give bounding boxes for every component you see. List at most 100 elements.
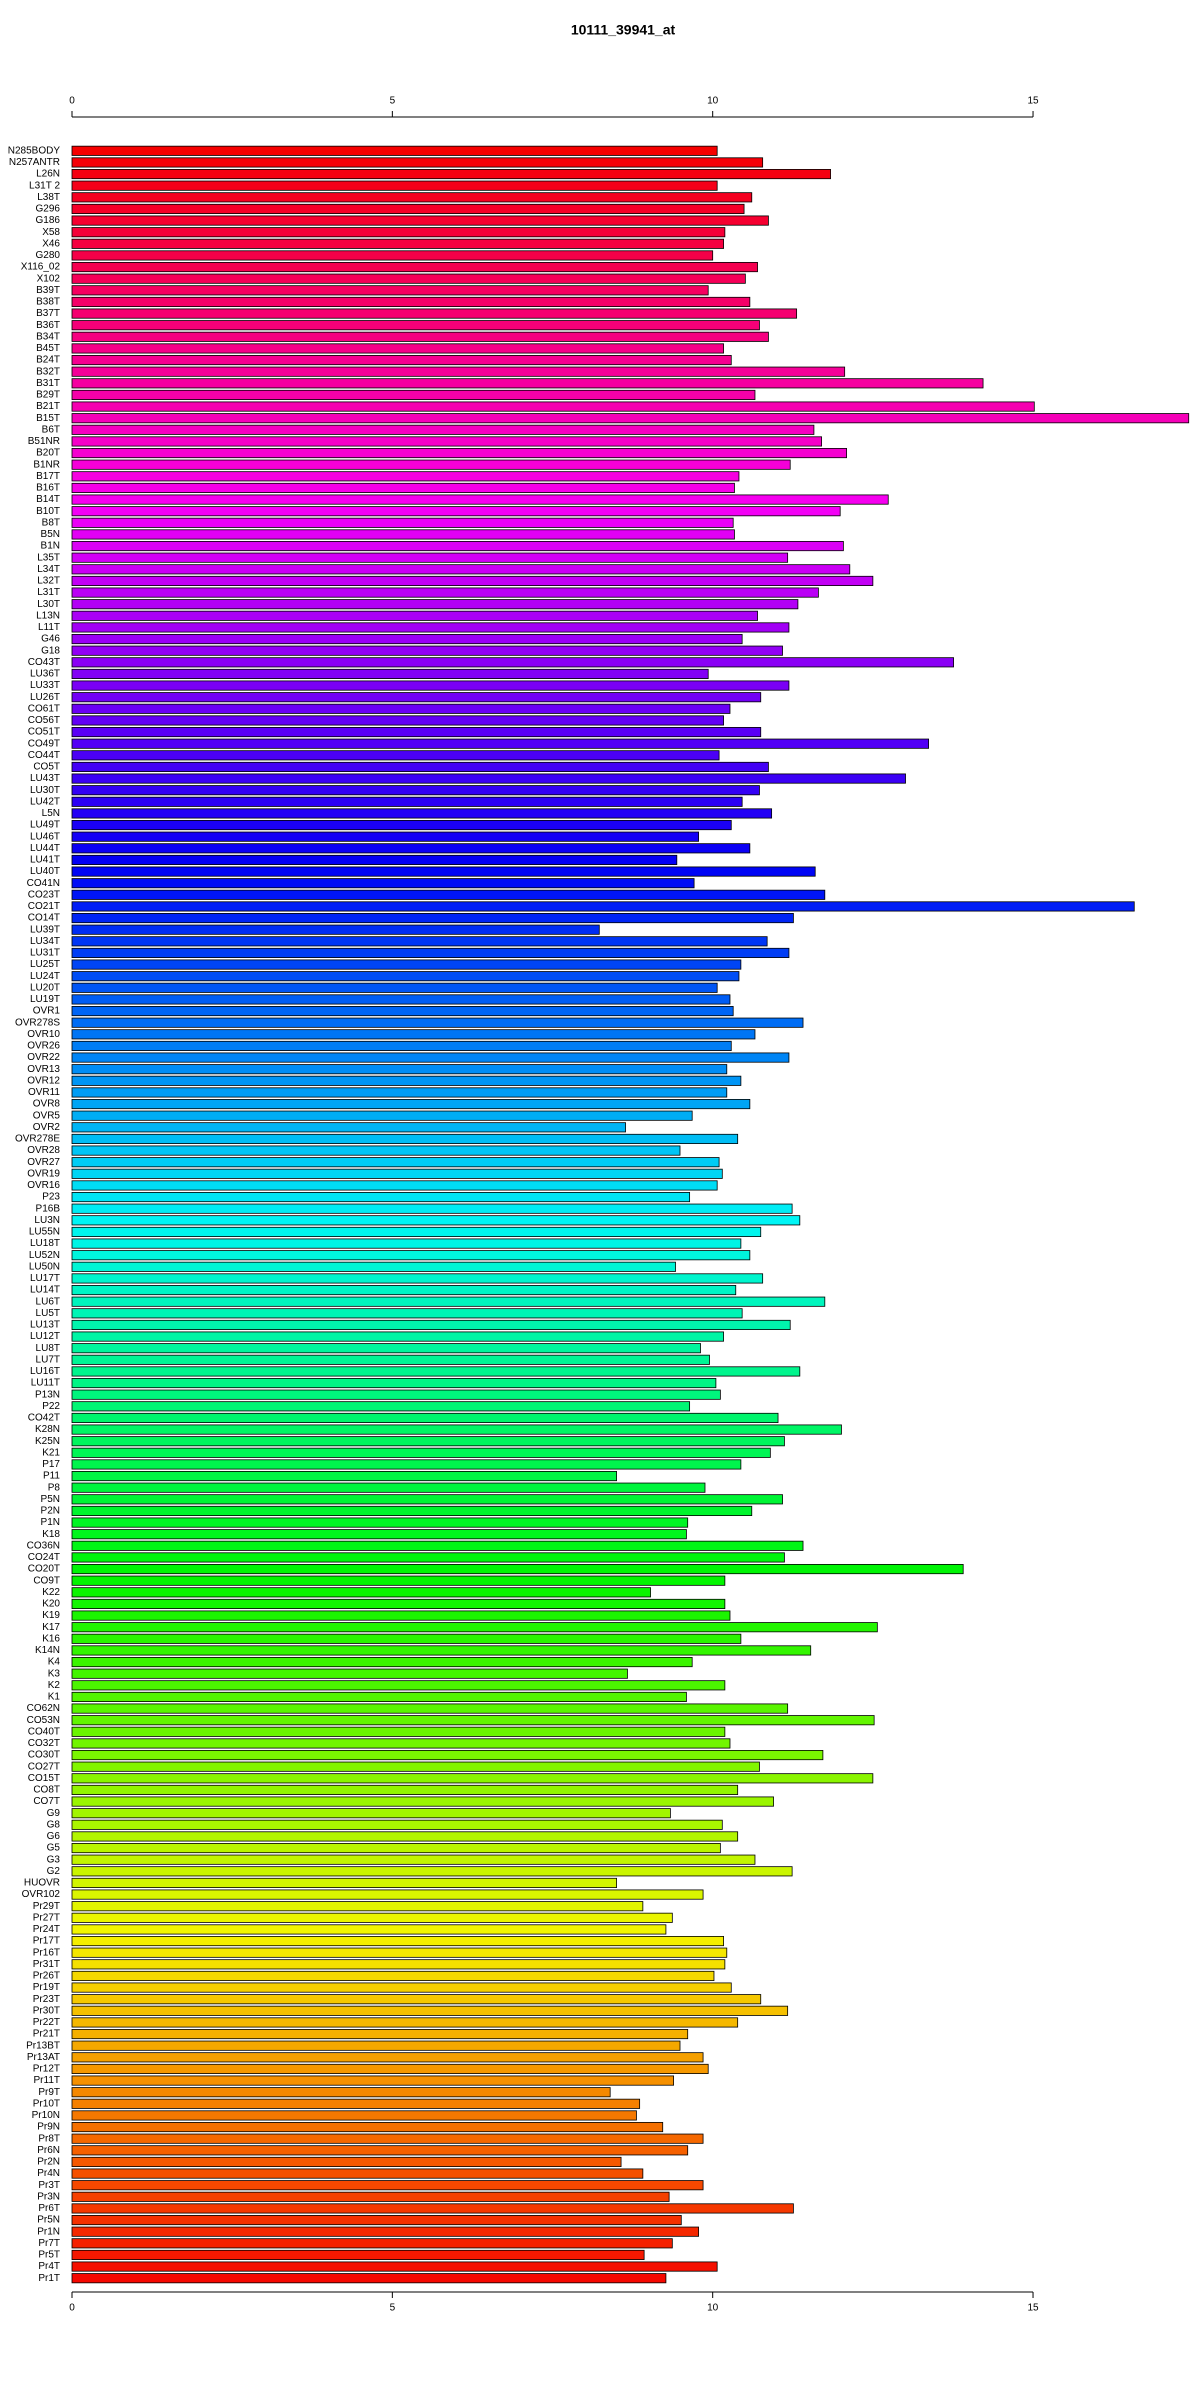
x-tick-label: 15: [1027, 2303, 1039, 2314]
bar: [71, 1459, 742, 1470]
y-tick-label: LU12T: [30, 1331, 60, 1342]
y-tick-label: CO20T: [28, 1564, 60, 1575]
y-tick-label: CO30T: [28, 1750, 60, 1761]
y-tick-label: B10T: [36, 506, 60, 517]
y-tick-label: P17: [42, 1459, 60, 1470]
bar: [71, 796, 743, 807]
y-tick-label: Pr13BT: [26, 2040, 60, 2051]
y-tick-label: LU31T: [30, 948, 60, 959]
bar: [71, 843, 751, 854]
y-tick-label: Pr27T: [33, 1912, 60, 1923]
bar: [71, 1761, 760, 1772]
y-tick-label: LU43T: [30, 773, 60, 784]
y-tick-label: G296: [36, 204, 61, 215]
y-tick-label: LU33T: [30, 680, 60, 691]
bar: [71, 1482, 706, 1493]
y-tick-label: CO32T: [28, 1738, 60, 1749]
bar: [71, 1447, 771, 1458]
y-tick-label: CO8T: [33, 1785, 60, 1796]
y-tick-label: LU50N: [29, 1261, 60, 1272]
bar: [71, 1494, 783, 1505]
bar: [71, 552, 789, 563]
bar: [71, 1645, 812, 1656]
bar: [71, 192, 753, 203]
bar: [71, 2180, 704, 2191]
bar: [71, 1970, 715, 1981]
y-tick-label: CO24T: [28, 1552, 60, 1563]
y-tick-label: CO53N: [27, 1715, 60, 1726]
bar: [71, 2040, 681, 2051]
y-tick-label: K2: [48, 1680, 61, 1691]
y-tick-label: G46: [41, 634, 60, 645]
bar: [71, 1936, 724, 1947]
bar: [71, 715, 724, 726]
y-tick-label: Pr30T: [33, 2005, 60, 2016]
bar: [71, 1680, 726, 1691]
bar: [71, 1378, 717, 1389]
y-tick-label: K17: [42, 1622, 60, 1633]
y-tick-label: LU11T: [31, 1378, 60, 1389]
bar: [71, 2215, 682, 2226]
bar: [71, 157, 764, 168]
y-tick-label: CO62N: [27, 1703, 60, 1714]
y-tick-label: LU24T: [30, 971, 60, 982]
bar: [71, 1552, 785, 1563]
bar: [71, 2273, 667, 2284]
y-tick-label: Pr22T: [33, 2017, 60, 2028]
bar: [71, 1366, 801, 1377]
bar: [71, 1389, 721, 1400]
bar: [71, 1215, 801, 1226]
y-tick-label: L31T: [37, 587, 60, 598]
y-tick-label: L30T: [37, 599, 60, 610]
y-tick-label: OVR8: [33, 1099, 61, 1110]
bar: [71, 750, 720, 761]
bar: [71, 703, 731, 714]
bar: [71, 599, 799, 610]
y-tick-label: Pr5N: [37, 2215, 60, 2226]
y-tick-label: B14T: [36, 494, 60, 505]
y-tick-label: L32T: [37, 576, 60, 587]
bar: [71, 982, 718, 993]
bar: [71, 947, 790, 958]
y-tick-label: P16B: [36, 1203, 61, 1214]
bar: [71, 2017, 739, 2028]
bar: [71, 738, 929, 749]
y-tick-label: LU6T: [36, 1296, 60, 1307]
bar: [71, 1994, 762, 2005]
bar: [71, 1250, 751, 1261]
bar: [71, 1133, 739, 1144]
y-tick-label: CO43T: [28, 657, 60, 668]
y-tick-label: B32T: [36, 366, 60, 377]
bar: [71, 1808, 671, 1819]
bar: [71, 1110, 693, 1121]
bar: [71, 994, 731, 1005]
y-tick-label: Pr17T: [33, 1936, 60, 1947]
y-tick-label: Pr7T: [38, 2238, 60, 2249]
bar: [71, 901, 1135, 912]
bar: [71, 1343, 701, 1354]
bar: [71, 1308, 743, 1319]
y-tick-label: K14N: [35, 1645, 60, 1656]
y-tick-label: G280: [36, 250, 61, 261]
y-tick-label: CO44T: [28, 750, 60, 761]
y-tick-label: CO36N: [27, 1540, 60, 1551]
bar: [71, 1436, 785, 1447]
bar: [71, 1168, 723, 1179]
bar: [71, 1505, 753, 1516]
y-tick-label: LU16T: [30, 1366, 60, 1377]
y-tick-label: LU30T: [30, 785, 60, 796]
y-tick-label: OVR2: [33, 1122, 61, 1133]
bar: [71, 587, 819, 598]
x-tick-label: 5: [390, 2303, 396, 2314]
y-tick-label: Pr9N: [37, 2122, 60, 2133]
y-tick-label: LU7T: [36, 1354, 60, 1365]
bar: [71, 1831, 739, 1842]
bar: [71, 1087, 728, 1098]
y-tick-label: P2N: [41, 1506, 60, 1517]
bar: [71, 1912, 673, 1923]
bar: [71, 541, 844, 552]
bar: [71, 1203, 793, 1214]
y-tick-label: Pr29T: [33, 1901, 60, 1912]
bar: [71, 1075, 742, 1086]
bar: [71, 1843, 721, 1854]
